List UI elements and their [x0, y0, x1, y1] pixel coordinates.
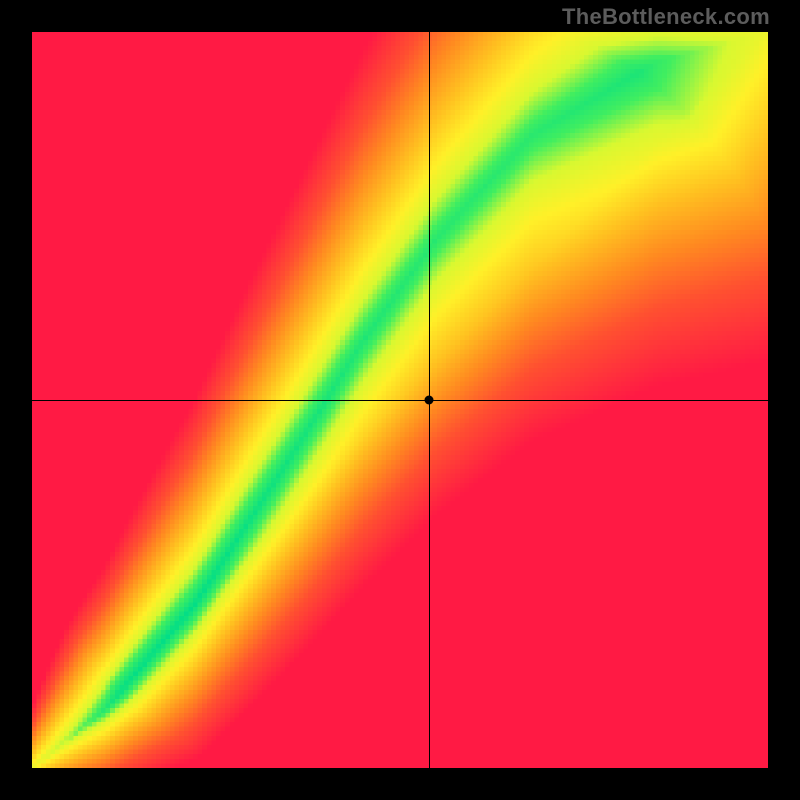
watermark-text: TheBottleneck.com — [562, 4, 770, 30]
crosshair-horizontal — [32, 400, 768, 401]
crosshair-marker — [429, 400, 430, 401]
